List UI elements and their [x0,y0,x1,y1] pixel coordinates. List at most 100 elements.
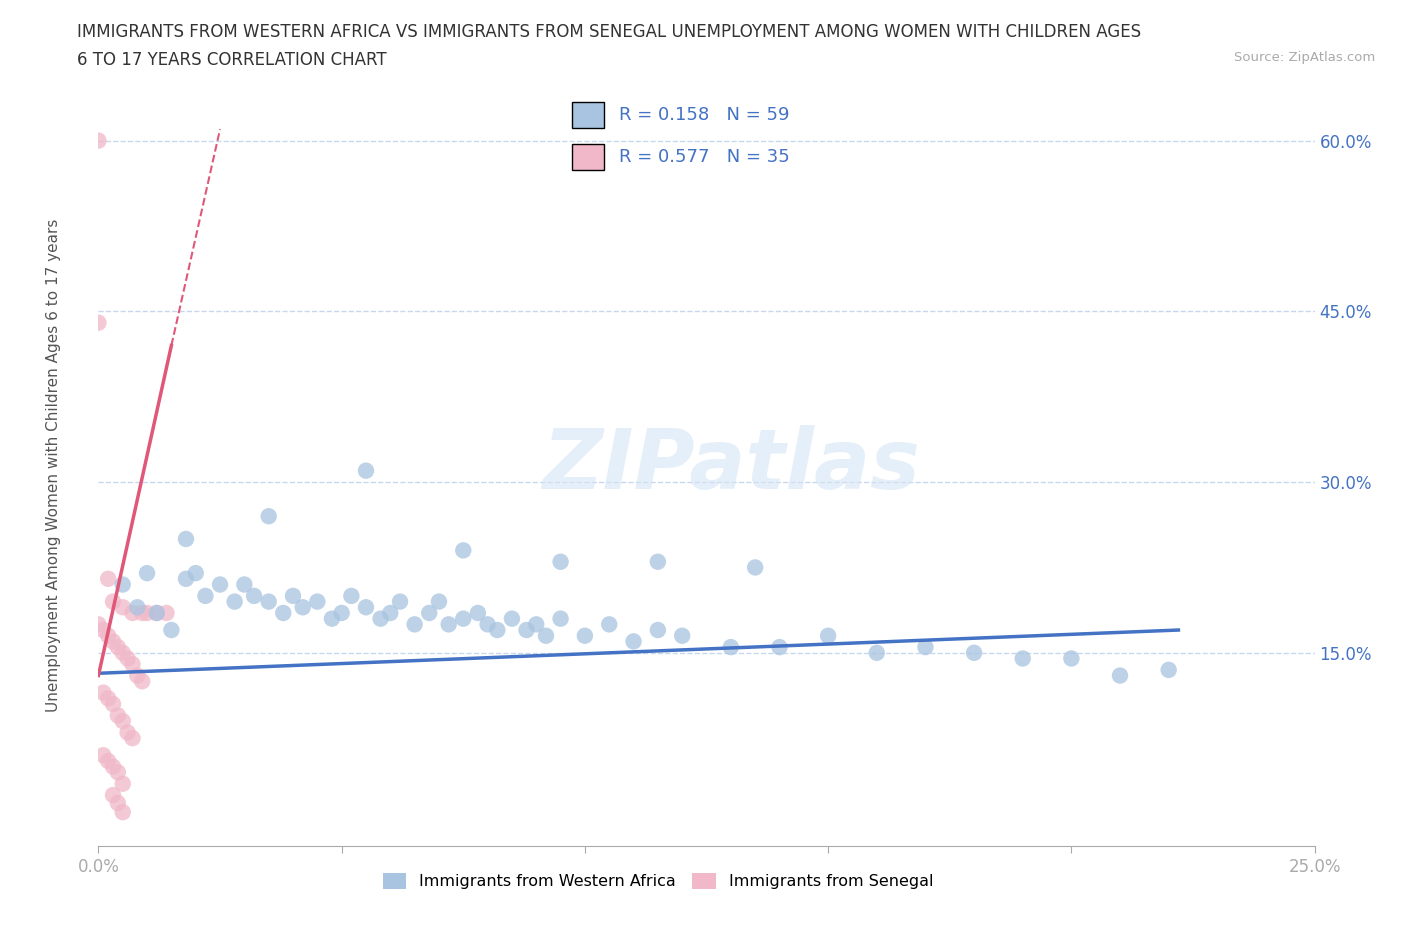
Point [111,777,134,791]
Point [574,629,596,644]
Point [111,804,134,819]
Point [136,565,159,580]
Point [111,713,134,728]
Point [111,600,134,615]
Point [97,571,120,586]
Point [101,697,124,711]
Point [174,532,197,547]
Text: Unemployment Among Women with Children Ages 6 to 17 years: Unemployment Among Women with Children A… [46,219,60,711]
Point [87,617,110,631]
Point [354,600,377,615]
Point [330,605,353,620]
Point [243,589,266,604]
Point [720,640,742,655]
Point [418,605,440,620]
Point [194,589,217,604]
Point [380,605,402,620]
Point [209,578,232,592]
Point [101,788,124,803]
Point [111,645,134,660]
Point [534,629,557,644]
Text: ZIPatlas: ZIPatlas [541,424,920,506]
Legend: Immigrants from Western Africa, Immigrants from Senegal: Immigrants from Western Africa, Immigran… [377,866,939,896]
Point [91,622,114,637]
Point [477,617,499,631]
Point [486,622,509,637]
Point [671,629,693,644]
Point [389,594,412,609]
Point [127,600,149,615]
Point [91,685,114,700]
Point [97,629,120,644]
Point [404,617,426,631]
Point [467,605,489,620]
Point [866,645,889,660]
Point [233,578,256,592]
Point [97,691,120,706]
Point [623,634,645,649]
Point [550,554,572,569]
Point [117,651,139,666]
Point [107,795,129,810]
Point [515,622,537,637]
Point [501,611,523,626]
Point [744,560,766,575]
Point [291,600,314,615]
Point [107,640,129,655]
Point [91,748,114,763]
Point [550,611,572,626]
Point [160,622,183,637]
Point [146,605,169,620]
Point [146,605,169,620]
Text: IMMIGRANTS FROM WESTERN AFRICA VS IMMIGRANTS FROM SENEGAL UNEMPLOYMENT AMONG WOM: IMMIGRANTS FROM WESTERN AFRICA VS IMMIGR… [77,23,1142,41]
Point [524,617,547,631]
Point [117,725,139,740]
Point [224,594,246,609]
Point [281,589,304,604]
Point [307,594,329,609]
Point [963,645,986,660]
Point [768,640,790,655]
Point [453,543,475,558]
Point [453,611,475,626]
Point [184,565,207,580]
Point [598,617,620,631]
Point [817,629,839,644]
Point [647,622,669,637]
Point [131,674,153,689]
Point [1157,662,1180,677]
Point [101,634,124,649]
Text: 6 TO 17 YEARS CORRELATION CHART: 6 TO 17 YEARS CORRELATION CHART [77,51,387,69]
Point [87,315,110,330]
Point [101,759,124,774]
Point [321,611,343,626]
Point [107,708,129,723]
Text: Source: ZipAtlas.com: Source: ZipAtlas.com [1234,51,1375,64]
Point [155,605,177,620]
Point [271,605,294,620]
Point [647,554,669,569]
Point [354,463,377,478]
Point [340,589,363,604]
Point [437,617,460,631]
Point [257,509,280,524]
Point [111,578,134,592]
Point [121,605,143,620]
Point [257,594,280,609]
Point [1011,651,1033,666]
Point [427,594,450,609]
Point [107,764,129,779]
Point [127,668,149,683]
Point [370,611,392,626]
Point [101,594,124,609]
Point [97,753,120,768]
Point [121,657,143,671]
Point [121,731,143,746]
Point [136,605,159,620]
Point [1060,651,1083,666]
Point [87,133,110,148]
Point [914,640,936,655]
Point [131,605,153,620]
Point [1109,668,1132,683]
Point [174,571,197,586]
